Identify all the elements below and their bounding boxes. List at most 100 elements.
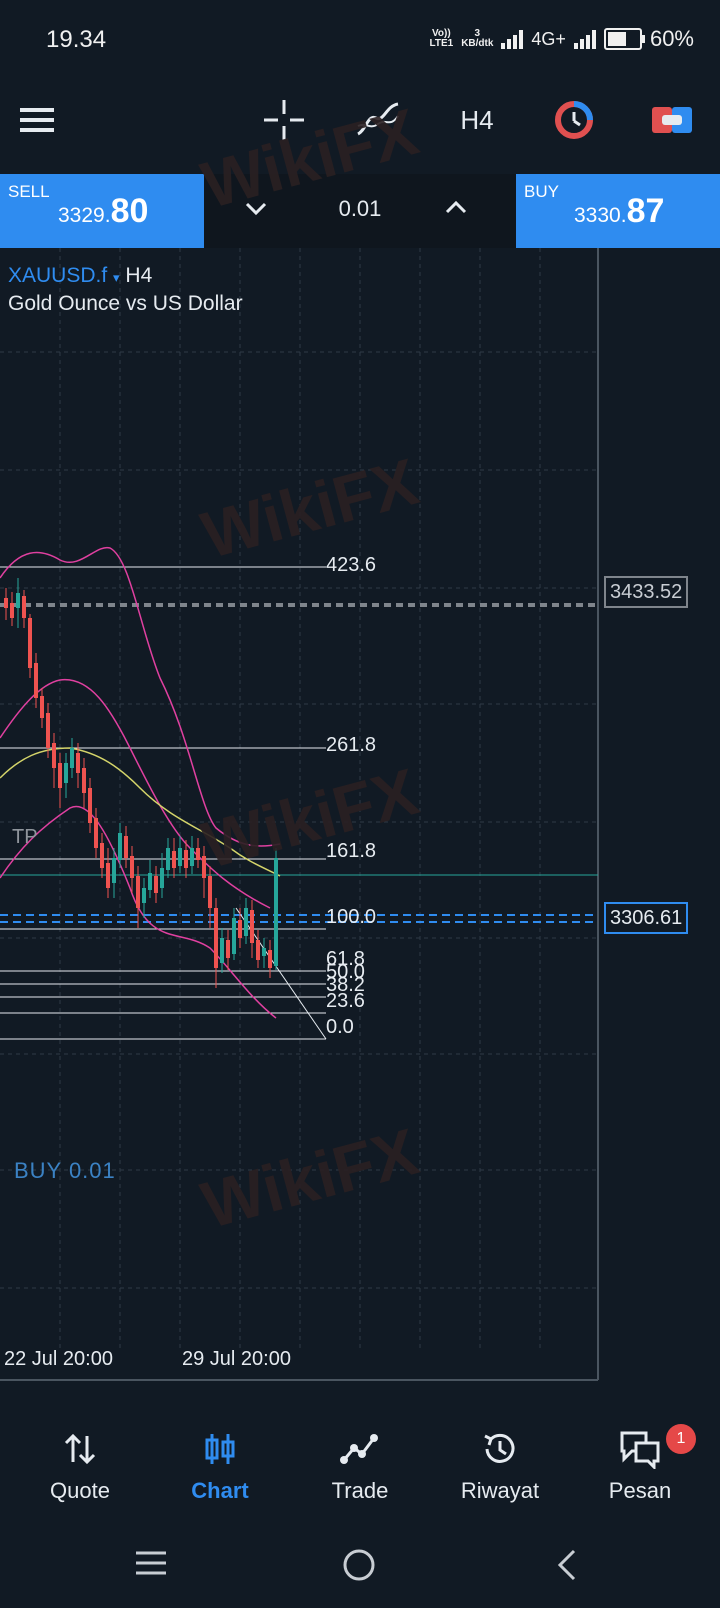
tp-label: TP <box>12 826 38 848</box>
candle-body <box>184 850 188 868</box>
candle-body <box>100 843 104 868</box>
candle-body <box>82 768 86 793</box>
sell-price: 3329.80 <box>58 192 149 230</box>
candle-body <box>94 818 98 848</box>
messages-icon <box>570 1426 710 1472</box>
timeframe-button[interactable]: H4 <box>460 104 494 135</box>
indicators-icon[interactable] <box>356 98 400 142</box>
candle-body <box>190 848 194 866</box>
network-speed: 3 KB/dtk <box>461 28 494 49</box>
candle-body <box>208 876 212 908</box>
fib-level-label: 38.2 <box>326 974 365 996</box>
candle-body <box>148 873 152 890</box>
candle-body <box>160 868 164 888</box>
candle-body <box>16 593 20 608</box>
quote-icon <box>10 1426 150 1472</box>
time-axis-label: 22 Jul 20:00 <box>4 1348 113 1370</box>
network-type: 4G+ <box>531 28 566 49</box>
nav-trade[interactable]: Trade <box>290 1420 430 1520</box>
candle-body <box>202 856 206 878</box>
nav-quote[interactable]: Quote <box>10 1420 150 1520</box>
candle-body <box>178 848 182 866</box>
fib-level-label: 161.8 <box>326 840 377 862</box>
candle-body <box>136 876 140 908</box>
nav-history[interactable]: Riwayat <box>430 1420 570 1520</box>
symbol-timeframe: H4 <box>125 264 153 287</box>
fib-level-label: 50.0 <box>326 961 365 983</box>
chart-canvas[interactable] <box>0 248 720 1388</box>
status-bar: 19.34 Vo)) LTE1 3 KB/dtk 4G+ 60% <box>0 0 720 80</box>
battery-icon <box>603 28 645 50</box>
toggle-icon[interactable] <box>650 98 694 142</box>
candle-body <box>130 856 134 878</box>
status-time: 19.34 <box>46 26 107 53</box>
candle-body <box>166 848 170 870</box>
candle-body <box>4 598 8 608</box>
chart-grid <box>0 248 598 1348</box>
battery-percent: 60% <box>649 26 694 51</box>
candle-body <box>268 950 272 968</box>
moving-average-line <box>0 747 281 877</box>
buy-button[interactable]: BUY 3330.87 <box>516 174 720 248</box>
candle-body <box>28 618 32 668</box>
home-icon[interactable] <box>342 1548 376 1587</box>
crosshair-icon[interactable] <box>262 98 306 142</box>
trade-bar: SELL 3329.80 0.01 BUY 3330.87 <box>0 174 720 248</box>
nav-chart[interactable]: Chart <box>150 1420 290 1520</box>
candle-body <box>40 696 44 718</box>
status-icons: Vo)) LTE1 3 KB/dtk 4G+ 60% <box>429 26 694 52</box>
time-axis-label: 29 Jul 20:00 <box>182 1348 291 1370</box>
candle-body <box>214 908 218 968</box>
chevron-down-icon[interactable] <box>244 196 268 225</box>
caret-down-icon[interactable]: ▾ <box>113 270 120 285</box>
messages-badge: 1 <box>666 1424 696 1454</box>
bottom-navigation: Quote Chart Trade Riwayat Pesan 1 <box>0 1420 720 1520</box>
candle-body <box>154 876 158 893</box>
lot-value[interactable]: 0.01 <box>338 196 382 221</box>
candlesticks <box>4 578 278 988</box>
candle-body <box>70 748 74 768</box>
buy-price-tag: 3306.61 <box>604 902 689 934</box>
candle-body <box>58 763 62 788</box>
candle-body <box>22 596 26 618</box>
candle-body <box>196 848 200 860</box>
candle-body <box>172 851 176 868</box>
candle-body <box>274 858 278 966</box>
candle-body <box>46 713 50 748</box>
bollinger-bands <box>0 546 281 1019</box>
candle-body <box>256 940 260 960</box>
fibonacci-trendline <box>235 907 327 1040</box>
candle-body <box>34 663 38 698</box>
candle-body <box>118 833 122 860</box>
nav-messages[interactable]: Pesan 1 <box>570 1420 710 1520</box>
candle-body <box>232 918 236 954</box>
candle-body <box>64 763 68 783</box>
candle-body <box>220 938 224 963</box>
back-icon[interactable] <box>554 1548 580 1587</box>
system-navigation <box>0 1530 720 1608</box>
menu-icon[interactable] <box>18 98 58 142</box>
buy-price: 3330.87 <box>574 192 665 230</box>
symbol-description: Gold Ounce vs US Dollar <box>8 292 243 315</box>
candle-body <box>88 788 92 823</box>
symbol-header[interactable]: XAUUSD.f ▾ H4 <box>8 264 152 288</box>
price-chart[interactable]: XAUUSD.f ▾ H4 Gold Ounce vs US Dollar TP… <box>0 248 720 1388</box>
sell-button[interactable]: SELL 3329.80 <box>0 174 204 248</box>
one-click-trading-icon[interactable] <box>552 98 596 142</box>
buy-order-label[interactable]: BUY 0.01 <box>14 1158 116 1183</box>
symbol-name[interactable]: XAUUSD.f <box>8 264 108 287</box>
sell-label: SELL <box>8 182 50 201</box>
fib-level-label: 261.8 <box>326 734 377 756</box>
chart-toolbar: H4 <box>0 80 720 160</box>
history-icon <box>430 1426 570 1472</box>
candle-body <box>250 910 254 943</box>
lot-selector: 0.01 <box>204 174 516 248</box>
candle-body <box>76 753 80 773</box>
candle-body <box>112 858 116 883</box>
candle-body <box>10 603 14 618</box>
chart-icon <box>150 1426 290 1472</box>
chevron-up-icon[interactable] <box>444 196 468 225</box>
tp-price-tag: 3433.52 <box>604 576 689 608</box>
recent-apps-icon[interactable] <box>134 1548 168 1583</box>
candle-body <box>226 940 230 958</box>
